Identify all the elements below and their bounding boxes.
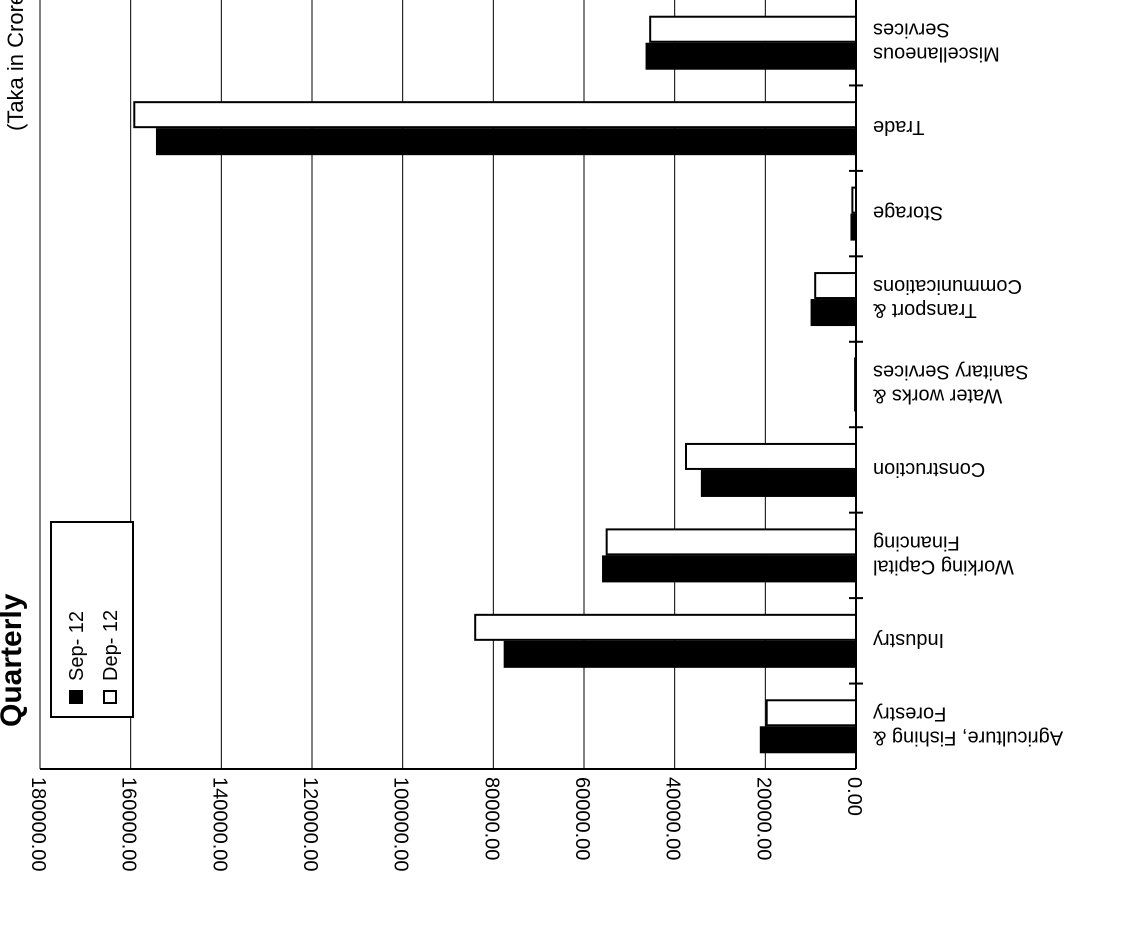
bar — [503, 640, 857, 668]
category-label-line: Water works & — [872, 385, 1002, 407]
tick-label: 60000.00 — [571, 777, 593, 860]
bar — [602, 555, 857, 583]
category-label: Working CapitalFinancing — [873, 531, 1014, 577]
category-label: Transport &Communications — [872, 275, 1022, 321]
bar — [133, 101, 857, 129]
category-label-line: Financing — [873, 531, 960, 553]
category-label-line: Communications — [873, 275, 1022, 297]
category-label-line: Agriculture, Fishing & — [872, 726, 1063, 748]
chart-subtitle: (Taka in Crores) — [3, 0, 28, 131]
bar — [685, 442, 857, 470]
category-label: MiscellaneousServices — [873, 19, 1000, 65]
bar — [759, 726, 857, 754]
bar — [649, 15, 857, 43]
tick-label: 100000.00 — [390, 777, 412, 872]
legend-swatch — [69, 690, 83, 704]
bar — [155, 128, 857, 156]
legend-box: Sep- 12 Dep- 12 — [50, 521, 134, 718]
category-label-line: Trade — [873, 116, 925, 138]
category-label: Trade — [873, 116, 925, 138]
legend-swatch — [103, 690, 117, 704]
tick-label: 0.00 — [843, 777, 865, 816]
chart-title: Quarterly — [0, 593, 28, 727]
tick-label: 20000.00 — [752, 777, 774, 860]
category-label-line: Miscellaneous — [873, 43, 1000, 65]
category-label-line: Services — [873, 19, 950, 41]
category-label: Agriculture, Fishing &Forestry — [872, 702, 1063, 748]
category-label-line: Construction — [873, 458, 985, 480]
axes-group — [40, 0, 863, 770]
bar — [645, 42, 857, 70]
legend-frame — [50, 521, 134, 718]
category-label-line: Industry — [873, 629, 944, 651]
tick-label: 180000.00 — [27, 777, 49, 872]
category-label: Storage — [873, 202, 943, 224]
category-label: Construction — [873, 458, 985, 480]
category-label-line: Forestry — [873, 702, 946, 724]
category-label-line: Transport & — [872, 299, 976, 321]
category-label-line: Sanitary Services — [873, 361, 1029, 383]
category-labels-group: Agriculture, Fishing &Forestry Industry Wo… — [872, 19, 1063, 749]
category-label-line: Storage — [873, 202, 943, 224]
bars-group — [133, 15, 857, 754]
tick-label: 40000.00 — [662, 777, 684, 860]
tick-label: 120000.00 — [299, 777, 321, 872]
bar — [474, 613, 857, 641]
bar — [700, 469, 857, 497]
bar — [814, 272, 857, 300]
legend-label: Dep- 12 — [100, 610, 122, 681]
legend: Sep- 12 Dep- 12 — [50, 521, 134, 718]
tick-label: 80000.00 — [480, 777, 502, 860]
category-label: Water works &Sanitary Services — [872, 361, 1028, 407]
bar — [810, 299, 857, 327]
bar — [605, 528, 857, 556]
bar — [765, 699, 857, 727]
tick-label: 160000.00 — [118, 777, 140, 872]
legend-label: Sep- 12 — [66, 611, 88, 681]
category-label-line: Working Capital — [873, 555, 1014, 577]
tick-label: 140000.00 — [208, 777, 230, 872]
category-label: Industry — [873, 629, 944, 651]
tick-labels-group: 0.00 20000.00 40000.00 60000.00 80000.00 1000… — [27, 777, 865, 872]
chart-rotated-group: 0.00 20000.00 40000.00 60000.00 80000.00 1000… — [0, 0, 1063, 872]
